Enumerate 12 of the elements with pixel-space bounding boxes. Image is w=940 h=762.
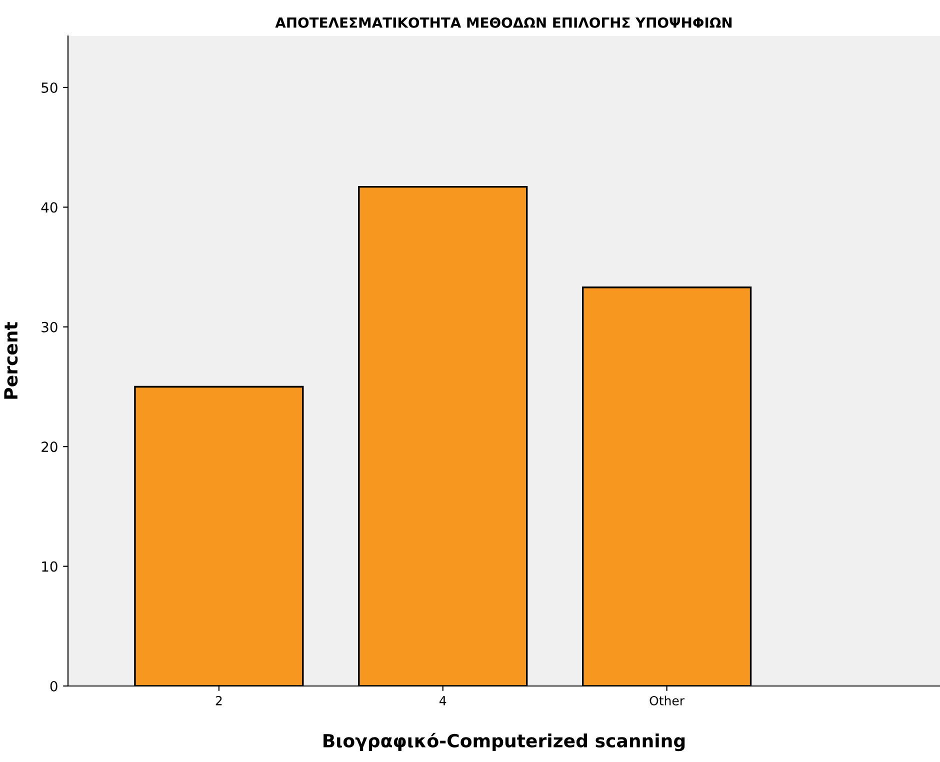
y-tick-label: 40 xyxy=(41,202,58,213)
chart-title: ΑΠΟΤΕΛΕΣΜΑΤΙΚΟΤΗΤΑ ΜΕΘΟΔΩΝ ΕΠΙΛΟΓΗΣ ΥΠΟΨΗΦΙΩΝ xyxy=(275,17,732,28)
y-axis-title: Percent xyxy=(4,322,18,399)
x-axis-title: Βιογραφικό-Computerized scanning xyxy=(324,732,685,752)
x-tick-label: Other xyxy=(650,696,685,706)
y-tick-label: 50 xyxy=(42,82,58,93)
x-tick-label: 2 xyxy=(216,696,222,706)
y-tick-label: 20 xyxy=(42,442,58,452)
y-tick-label: 30 xyxy=(42,322,58,332)
y-tick-label: 0 xyxy=(50,680,58,692)
x-tick-label: 4 xyxy=(440,696,446,706)
y-tick-label: 10 xyxy=(42,561,58,572)
